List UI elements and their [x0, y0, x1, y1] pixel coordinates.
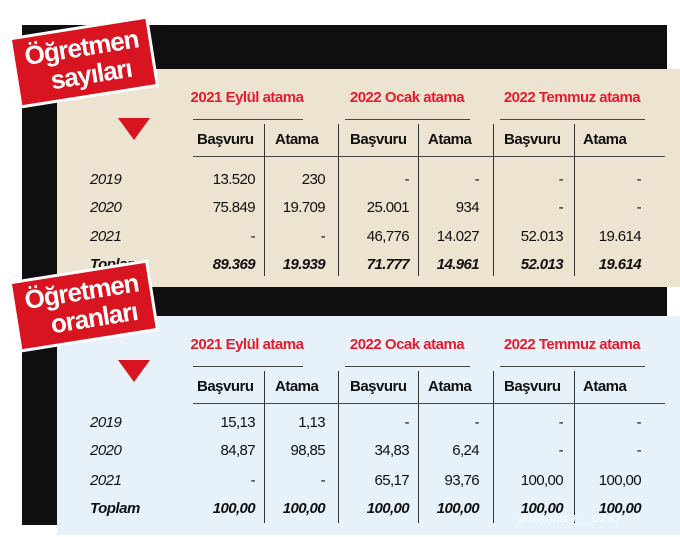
table-cell: 15,13 — [220, 414, 255, 431]
period-header: 2022 Temmuz atama — [503, 89, 641, 106]
row-label: 2021 — [90, 472, 122, 489]
table-cell: - — [250, 472, 256, 489]
column-header: Başvuru — [504, 131, 561, 148]
row-label: Toplam — [90, 500, 140, 517]
table-cell: 98,85 — [290, 442, 325, 459]
divider — [345, 366, 470, 367]
period-header: 2022 Ocak atama — [349, 336, 465, 353]
table-cell: 100,00 — [282, 500, 326, 517]
period-header: 2021 Eylül atama — [190, 336, 304, 353]
table-cell: - — [250, 228, 256, 245]
table-cell: 84,87 — [220, 442, 255, 459]
table-cell: - — [558, 442, 564, 459]
period-header: 2022 Temmuz atama — [503, 336, 641, 353]
table-cell: 19.614 — [598, 228, 642, 245]
table-cell: 52.013 — [520, 256, 564, 273]
table-cell: 19.939 — [282, 256, 326, 273]
table-cell: 19.614 — [598, 256, 642, 273]
table-cell: 100,00 — [520, 500, 564, 517]
column-divider — [418, 371, 419, 523]
teacher-counts-table: 2021 Eylül atama 2022 Ocak atama 2022 Te… — [57, 69, 680, 287]
divider — [500, 366, 645, 367]
column-divider — [493, 371, 494, 523]
column-header: Başvuru — [350, 131, 407, 148]
author-credit: @MAHMUT__OZAY — [517, 514, 622, 525]
row-label: 2019 — [90, 414, 122, 431]
table-cell: 100,00 — [598, 472, 642, 489]
table-cell: 93,76 — [444, 472, 479, 489]
table-cell: 65,17 — [374, 472, 409, 489]
column-divider — [264, 124, 265, 276]
column-header: Atama — [428, 378, 472, 395]
table-cell: 100,00 — [212, 500, 256, 517]
column-divider — [493, 124, 494, 276]
column-divider — [574, 371, 575, 523]
column-header: Atama — [583, 131, 627, 148]
table-cell: 100,00 — [520, 472, 564, 489]
table-cell: - — [404, 171, 410, 188]
column-header: Başvuru — [197, 131, 254, 148]
table-cell: 46,776 — [366, 228, 410, 245]
table-cell: - — [558, 199, 564, 216]
column-divider — [338, 124, 339, 276]
divider — [193, 119, 303, 120]
column-header: Atama — [583, 378, 627, 395]
column-header: Başvuru — [504, 378, 561, 395]
divider — [500, 119, 645, 120]
banner-pointer-icon — [118, 118, 150, 140]
table-cell: 71.777 — [366, 256, 410, 273]
table-cell: - — [636, 171, 642, 188]
table-cell: - — [474, 171, 480, 188]
period-header: 2022 Ocak atama — [349, 89, 465, 106]
table-cell: 13.520 — [212, 171, 256, 188]
column-divider — [418, 124, 419, 276]
table-cell: - — [636, 442, 642, 459]
table-cell: 19.709 — [282, 199, 326, 216]
divider — [345, 119, 470, 120]
table-cell: 1,13 — [298, 414, 325, 431]
column-header: Başvuru — [350, 378, 407, 395]
infographic-frame: 2021 Eylül atama 2022 Ocak atama 2022 Te… — [22, 25, 680, 535]
row-label: 2021 — [90, 228, 122, 245]
column-divider — [574, 124, 575, 276]
period-header: 2021 Eylül atama — [190, 89, 304, 106]
column-divider — [264, 371, 265, 523]
column-divider — [338, 371, 339, 523]
table-cell: 25.001 — [366, 199, 410, 216]
table-cell: 14.961 — [436, 256, 480, 273]
table-cell: 89.369 — [212, 256, 256, 273]
table-cell: - — [404, 414, 410, 431]
table-cell: - — [636, 199, 642, 216]
column-header: Atama — [275, 131, 319, 148]
table-cell: 100,00 — [436, 500, 480, 517]
table-cell: - — [474, 414, 480, 431]
table-cell: 52.013 — [520, 228, 564, 245]
row-label: 2020 — [90, 442, 122, 459]
table-cell: 100,00 — [598, 500, 642, 517]
column-header: Atama — [275, 378, 319, 395]
table-cell: 75.849 — [212, 199, 256, 216]
table-cell: - — [320, 228, 326, 245]
table-cell: 6,24 — [452, 442, 479, 459]
row-label: 2020 — [90, 199, 122, 216]
column-header: Atama — [428, 131, 472, 148]
table-cell: 34,83 — [374, 442, 409, 459]
table-cell: - — [558, 414, 564, 431]
divider — [193, 366, 303, 367]
row-label: 2019 — [90, 171, 122, 188]
divider — [193, 403, 665, 404]
column-header: Başvuru — [197, 378, 254, 395]
table-cell: - — [320, 472, 326, 489]
teacher-rates-table: 2021 Eylül atama 2022 Ocak atama 2022 Te… — [57, 316, 680, 535]
banner-pointer-icon — [118, 360, 150, 382]
table-cell: - — [558, 171, 564, 188]
table-cell: - — [636, 414, 642, 431]
table-cell: 14.027 — [436, 228, 480, 245]
divider — [193, 156, 665, 157]
table-cell: 934 — [455, 199, 480, 216]
table-cell: 100,00 — [366, 500, 410, 517]
table-cell: 230 — [301, 171, 326, 188]
